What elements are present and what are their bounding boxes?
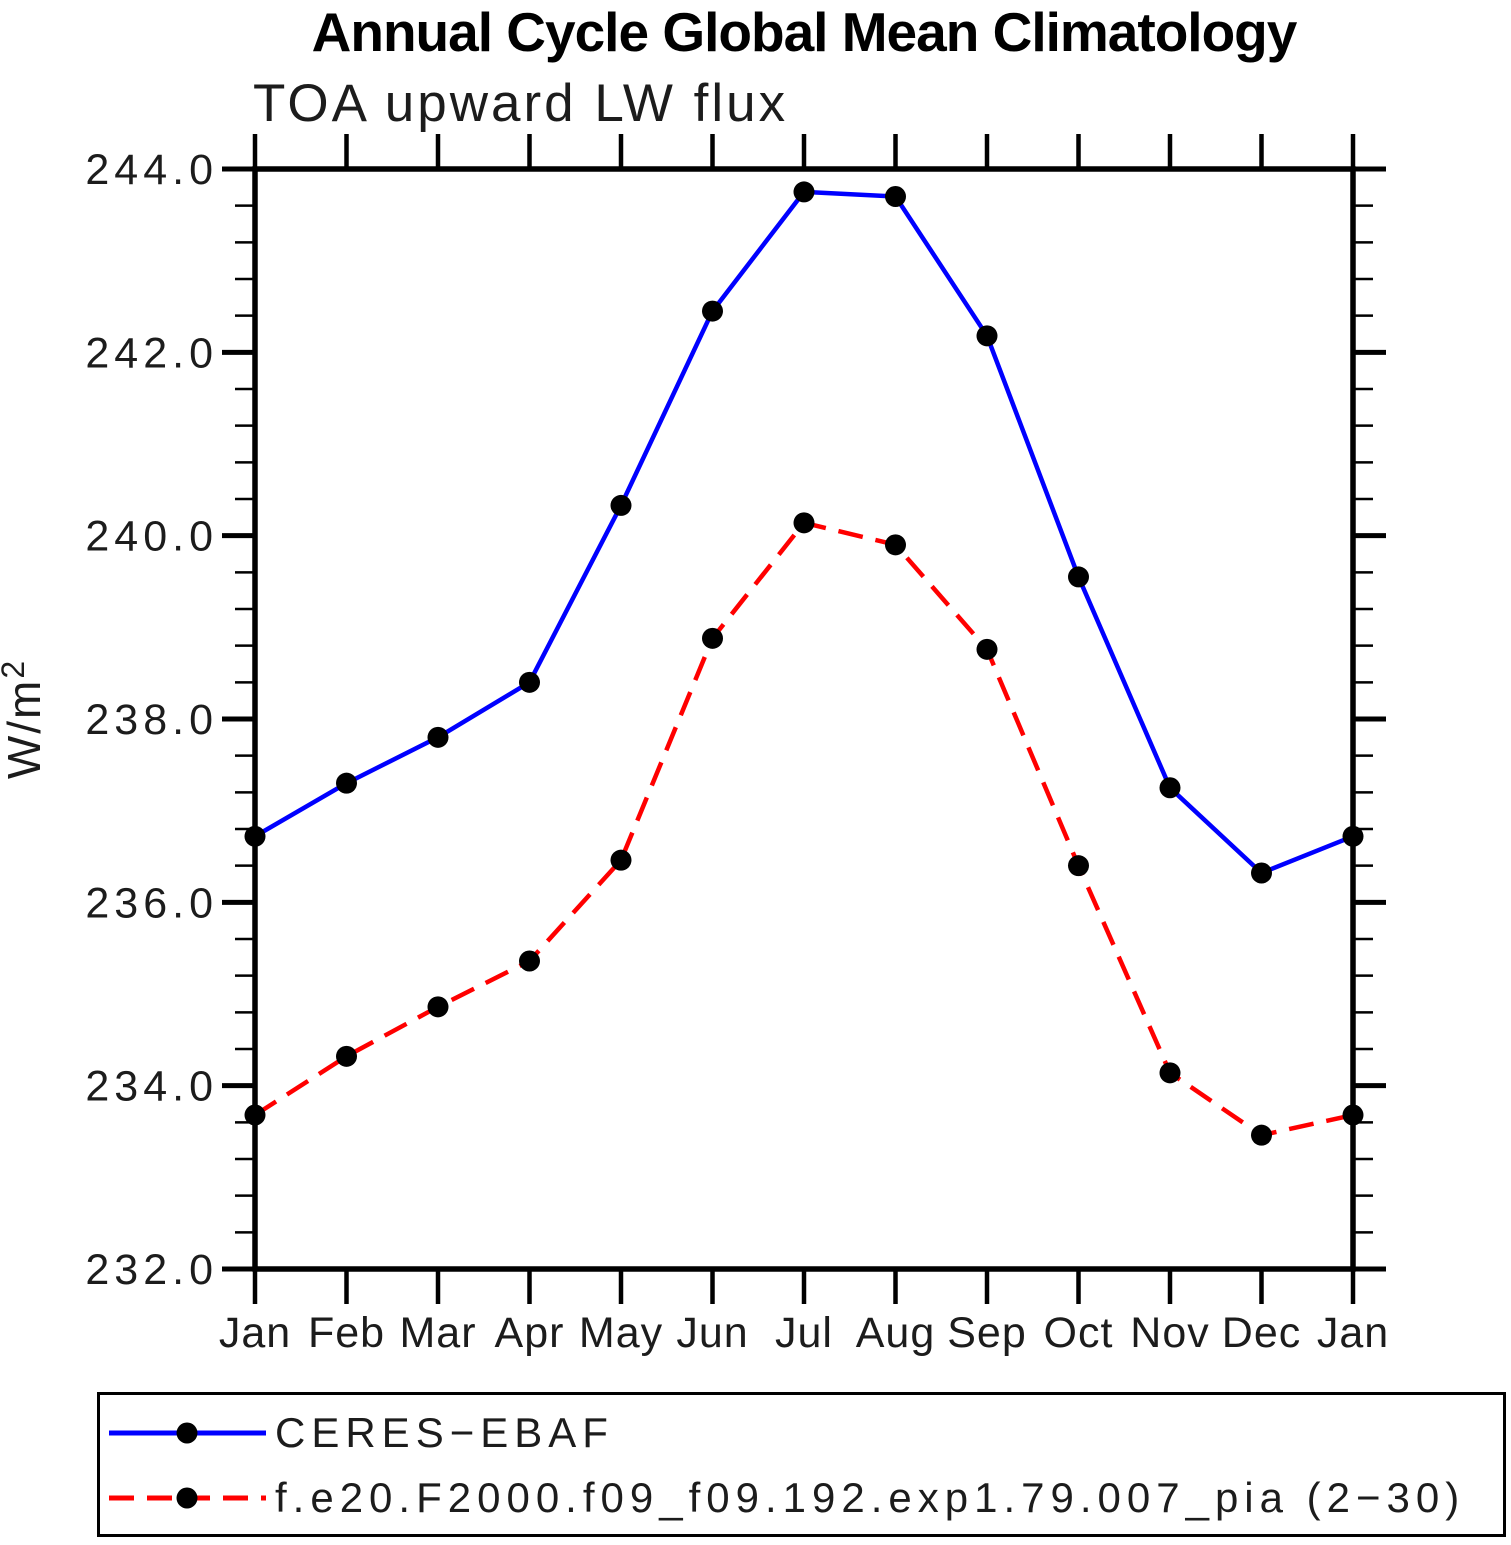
data-point-marker [702,300,723,322]
legend-label-model: f.e20.F2000.f09_f09.192.exp1.79.007_pia … [275,1474,1466,1521]
data-point-marker [336,772,357,794]
x-tick-label: Jan [219,1309,291,1357]
data-point-marker [610,849,632,871]
y-axis-title: W/m2 [0,659,50,779]
data-point-marker [427,726,449,748]
data-point-marker [244,825,266,847]
data-point-marker [519,671,540,693]
data-point-marker [793,181,815,203]
data-point-marker [1251,862,1272,884]
y-tick-label: 240.0 [85,513,218,561]
data-point-marker [1159,777,1181,799]
plot-frame [252,166,1356,1272]
y-tick-label: 236.0 [85,879,218,927]
legend-sample-dashed-line [109,1487,266,1509]
data-point-marker [1068,566,1089,588]
y-tick-label: 244.0 [85,146,218,194]
data-point-marker [336,1045,357,1067]
data-point-marker [1068,855,1089,877]
legend-marker-dot [176,1487,198,1509]
series-ceres-ebaf [244,181,1364,884]
data-point-marker [610,494,632,516]
x-tick-label: Jul [775,1309,833,1357]
legend-entry-ceres: CERES−EBAF [100,1410,614,1456]
x-tick-label: Nov [1130,1309,1209,1357]
axis-tick-labels: 232.0 234.0 236.0 238.0 240.0 242.0 244.0 Jan Fe… [85,146,1389,1357]
data-point-marker [1159,1062,1181,1084]
x-tick-label: Feb [308,1309,385,1357]
legend-sample-solid-line [109,1422,266,1444]
series-model [244,512,1364,1146]
x-tick-label: Oct [1044,1309,1114,1357]
data-point-marker [244,1104,266,1126]
data-point-marker [427,996,449,1018]
legend-marker-dot [176,1422,198,1444]
data-point-marker [1251,1124,1272,1146]
data-point-marker [885,534,906,556]
chart-title: Annual Cycle Global Mean Climatology [311,1,1298,63]
x-tick-label: Sep [947,1309,1027,1357]
chart-subtitle: TOA upward LW flux [253,74,789,133]
x-tick-label: May [579,1309,663,1357]
x-tick-label: Dec [1222,1309,1301,1357]
data-point-marker [885,186,906,207]
data-point-marker [976,638,998,660]
legend-box: CERES−EBAF f.e20.F2000.f09_f09.192.exp1.… [97,1392,1506,1537]
x-tick-label: Mar [399,1309,476,1357]
y-tick-label: 238.0 [85,696,218,744]
y-tick-label: 232.0 [85,1246,218,1294]
data-point-marker [702,627,723,649]
data-point-marker [1342,1104,1364,1126]
legend-label-ceres: CERES−EBAF [275,1409,614,1456]
x-tick-label: Aug [856,1309,936,1357]
axes [222,134,1386,1304]
y-tick-label: 242.0 [85,329,218,377]
x-tick-label: Jun [676,1309,748,1357]
y-tick-label: 234.0 [85,1063,218,1111]
x-tick-label: Jan [1317,1309,1389,1357]
data-point-marker [793,512,815,534]
series-line [253,520,1354,1138]
legend-entry-model: f.e20.F2000.f09_f09.192.exp1.79.007_pia … [100,1475,1465,1521]
data-point-marker [1342,825,1364,847]
x-tick-label: Apr [495,1309,565,1357]
data-point-marker [519,950,540,972]
data-point-marker [976,325,998,347]
